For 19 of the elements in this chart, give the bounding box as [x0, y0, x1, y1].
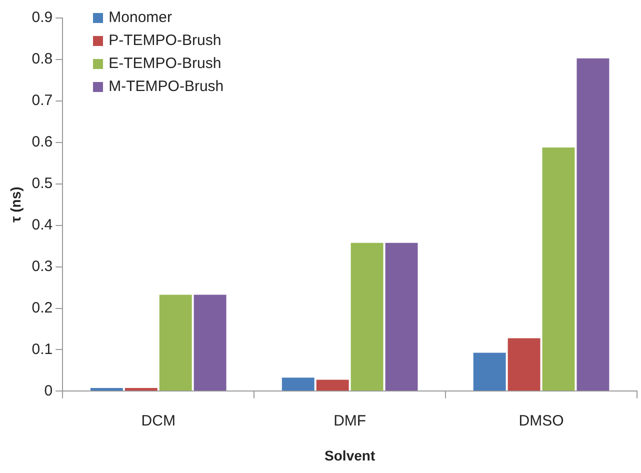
x-axis-title: Solvent	[324, 447, 376, 464]
x-tick-label: DCM	[141, 412, 176, 430]
y-axis-title: τ (ns)	[7, 186, 24, 223]
x-tick-label: DMF	[334, 412, 366, 430]
legend-label: P-TEMPO-Brush	[108, 32, 222, 49]
y-tick-label: 0.9	[32, 9, 53, 26]
y-tick-label: 0.6	[32, 134, 53, 151]
y-tick-label: 0.8	[32, 50, 53, 68]
y-tick-label: 0.2	[32, 299, 53, 316]
y-tick-label: 0.3	[32, 258, 53, 275]
y-tick-label: 0.5	[32, 175, 53, 192]
x-tick-label: DMSO	[518, 412, 564, 430]
legend-label: Monomer	[108, 9, 172, 26]
legend-label: M-TEMPO-Brush	[108, 78, 224, 95]
legend-label: E-TEMPO-Brush	[108, 55, 222, 72]
y-tick-label: 0.7	[32, 92, 53, 110]
y-tick-label: 0.4	[32, 216, 53, 234]
y-tick-label: 0.1	[32, 340, 53, 358]
y-tick-label: 0	[44, 382, 53, 400]
